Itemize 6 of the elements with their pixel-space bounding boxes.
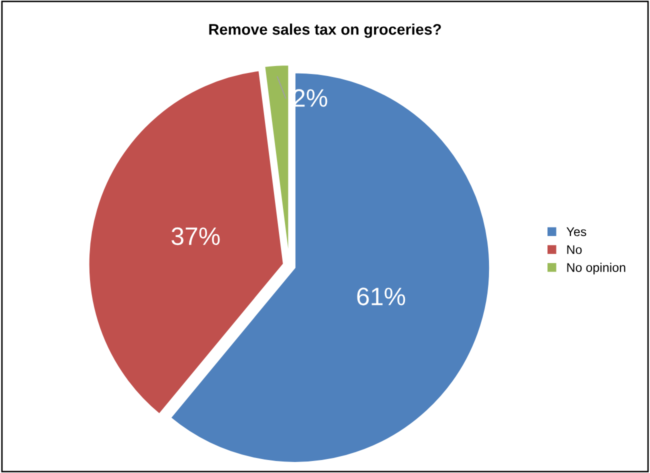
data-label: 37% xyxy=(172,227,220,246)
chart-title: Remove sales tax on groceries? xyxy=(209,24,441,38)
legend-label: No opinion xyxy=(567,262,626,274)
legend-label: Yes xyxy=(566,227,586,236)
legend-label: No xyxy=(567,245,582,254)
data-label: 61% xyxy=(357,288,406,306)
